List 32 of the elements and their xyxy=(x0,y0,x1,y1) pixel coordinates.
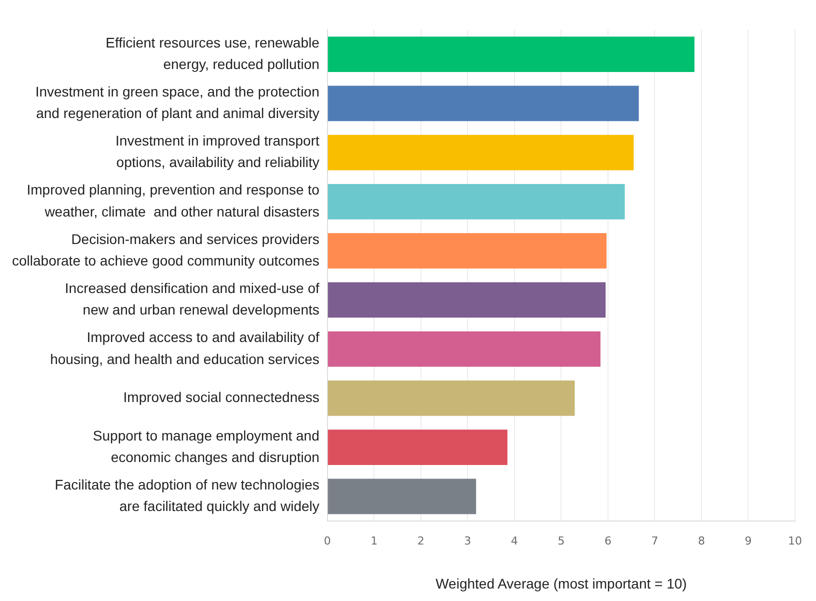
x-tick-label: 4 xyxy=(510,534,518,548)
x-tick-label: 8 xyxy=(698,534,705,548)
y-tick-label: Investment in green space, and the protection and regeneration of plant and animal diversity xyxy=(35,83,320,122)
x-tick-label: 9 xyxy=(744,534,752,548)
bar xyxy=(328,331,600,367)
x-tick-label: 2 xyxy=(417,534,424,548)
x-tick-label: 6 xyxy=(604,534,612,548)
y-tick-label: Decision-makers and services providers collaborate to achieve good community outcomes xyxy=(12,230,320,268)
y-tick-label: Increased densification and mixed-use of new and urban renewal developments xyxy=(64,280,320,318)
x-tick-label: 10 xyxy=(788,534,802,548)
x-tick-label: 0 xyxy=(324,534,331,548)
bar xyxy=(328,282,606,318)
bar xyxy=(328,36,694,72)
bar xyxy=(328,430,508,465)
bar xyxy=(328,134,634,170)
x-axis-title: Weighted Average (most important = 10) xyxy=(436,575,687,592)
bar xyxy=(328,380,575,416)
bar xyxy=(328,86,639,122)
y-tick-label: Improved social connectedness xyxy=(123,389,320,406)
y-tick-label: Investment in improved transport options, availability and reliability xyxy=(116,132,320,170)
y-tick-label: Facilitate the adoption of new technologies are facilitated quickly and widely xyxy=(54,476,320,514)
bar xyxy=(328,184,625,220)
y-tick-label: Improved access to and availability of housing, and health and education services xyxy=(50,329,320,367)
x-tick-label: 3 xyxy=(464,534,472,548)
y-tick-label: Support to manage employment and economic changes and disruption xyxy=(92,427,320,466)
bar xyxy=(328,478,476,514)
y-tick-label: Efficient resources use, renewable energy, reduced pollution xyxy=(106,34,320,72)
y-tick-label: Improved planning, prevention and response to weather, climate and other natural disasters xyxy=(26,182,320,220)
bar xyxy=(328,233,607,268)
x-tick-label: 1 xyxy=(370,534,378,548)
x-tick-label: 5 xyxy=(558,534,565,548)
x-tick-label: 7 xyxy=(651,534,658,548)
